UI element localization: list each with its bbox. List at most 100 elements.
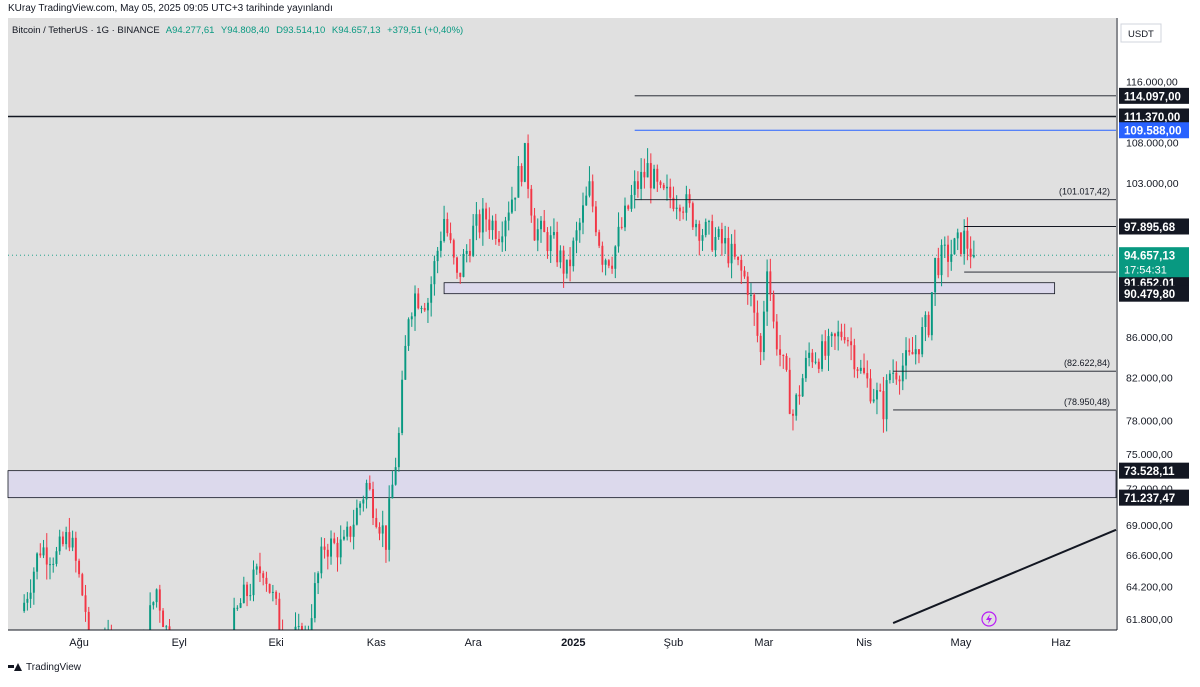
candle-body: [917, 349, 920, 355]
candle-body: [61, 536, 64, 545]
candle-body: [808, 352, 811, 358]
candle-body: [342, 536, 345, 540]
x-tick-label: Ara: [465, 637, 483, 649]
candle-body: [58, 536, 61, 552]
candle-body: [850, 341, 853, 346]
x-tick-label: Ağu: [69, 637, 89, 649]
candle-body: [23, 602, 26, 612]
candle-body: [368, 482, 371, 490]
candle-body: [71, 537, 74, 548]
candle-body: [29, 592, 32, 599]
candle-body: [649, 163, 652, 189]
candle-body: [546, 232, 549, 252]
candle-body: [523, 143, 526, 182]
candle-body: [695, 223, 698, 228]
candle-body: [959, 232, 962, 254]
candle-body: [617, 226, 620, 247]
candle-body: [465, 250, 468, 254]
candle-body: [381, 525, 384, 534]
tradingview-logo-icon: [8, 663, 22, 672]
level-annotation: (82.622,84): [1064, 358, 1110, 368]
tradingview-logo[interactable]: TradingView: [8, 662, 81, 673]
candle-body: [423, 307, 426, 311]
candle-body: [239, 603, 242, 608]
candle-body: [934, 258, 937, 293]
candle-body: [569, 259, 572, 267]
candle-body: [152, 602, 155, 606]
candle-body: [582, 205, 584, 223]
candle-body: [879, 390, 882, 392]
level-badge: [1119, 108, 1189, 125]
candle-body: [459, 272, 462, 277]
candle-body: [84, 595, 87, 612]
candle-body: [504, 220, 507, 237]
candle-body: [843, 337, 846, 341]
support-zone: [7, 470, 1117, 499]
candle-body: [426, 302, 429, 311]
currency-label-box[interactable]: [1120, 23, 1162, 43]
candle-body: [407, 319, 410, 346]
candle-body: [462, 253, 465, 277]
candle-body: [384, 525, 387, 550]
candle-body: [74, 537, 77, 561]
candle-body: [740, 259, 743, 271]
candle-body: [246, 584, 249, 596]
candle-body: [924, 314, 927, 327]
candle-body: [252, 569, 255, 596]
candle-body: [349, 526, 352, 537]
candle-body: [42, 547, 45, 556]
candle-body: [872, 399, 875, 402]
candle-body: [795, 394, 798, 416]
candle-body: [162, 610, 165, 628]
x-tick-label: Eki: [268, 637, 283, 649]
candle-body: [236, 607, 239, 609]
candle-body: [81, 574, 84, 596]
candle-body: [372, 489, 374, 518]
ohlc-open: A94.277,61: [165, 25, 215, 36]
candle-body: [158, 589, 161, 611]
candle-body: [439, 240, 442, 251]
x-tick-label: Şub: [664, 637, 684, 649]
ohlc-close: K94.657,13: [331, 25, 381, 36]
candle-body: [607, 260, 610, 266]
y-tick-label: 103.000,00: [1126, 178, 1179, 190]
candle-body: [921, 326, 924, 355]
candle-body: [510, 199, 513, 213]
candle-body: [678, 207, 681, 212]
time-axis[interactable]: [8, 630, 1116, 656]
candle-body: [766, 271, 769, 312]
candle-body: [756, 312, 759, 336]
candle-body: [249, 595, 252, 597]
candle-body: [620, 226, 623, 228]
candle-body: [520, 166, 523, 182]
candle-body: [294, 626, 297, 630]
lightning-icon[interactable]: [981, 611, 997, 627]
candle-body: [724, 238, 727, 244]
candle-body: [540, 220, 542, 230]
level-label: 97.895,68: [1124, 222, 1176, 234]
candle-body: [346, 526, 349, 537]
y-tick-label: 116.000,00: [1126, 77, 1178, 89]
candle-body: [436, 250, 439, 262]
candle-body: [149, 605, 152, 630]
level-badge: [1119, 87, 1189, 104]
y-tick-label: 75.000,00: [1126, 449, 1173, 461]
candle-body: [704, 221, 707, 236]
candle-body: [804, 357, 807, 379]
candle-body: [578, 222, 581, 231]
candle-body: [762, 311, 765, 353]
candle-body: [313, 583, 316, 619]
candle-body: [326, 549, 329, 557]
candle-body: [750, 294, 752, 296]
candle-body: [798, 394, 801, 397]
candle-body: [746, 276, 749, 295]
candle-body: [711, 221, 714, 251]
candle-body: [782, 354, 785, 357]
candle-body: [937, 258, 940, 276]
candle-body: [494, 220, 497, 239]
symbol-name[interactable]: Bitcoin / TetherUS · 1G · BINANCE: [12, 25, 160, 36]
candle-body: [885, 380, 888, 420]
candle-body: [856, 369, 859, 371]
candle-body: [530, 188, 533, 216]
